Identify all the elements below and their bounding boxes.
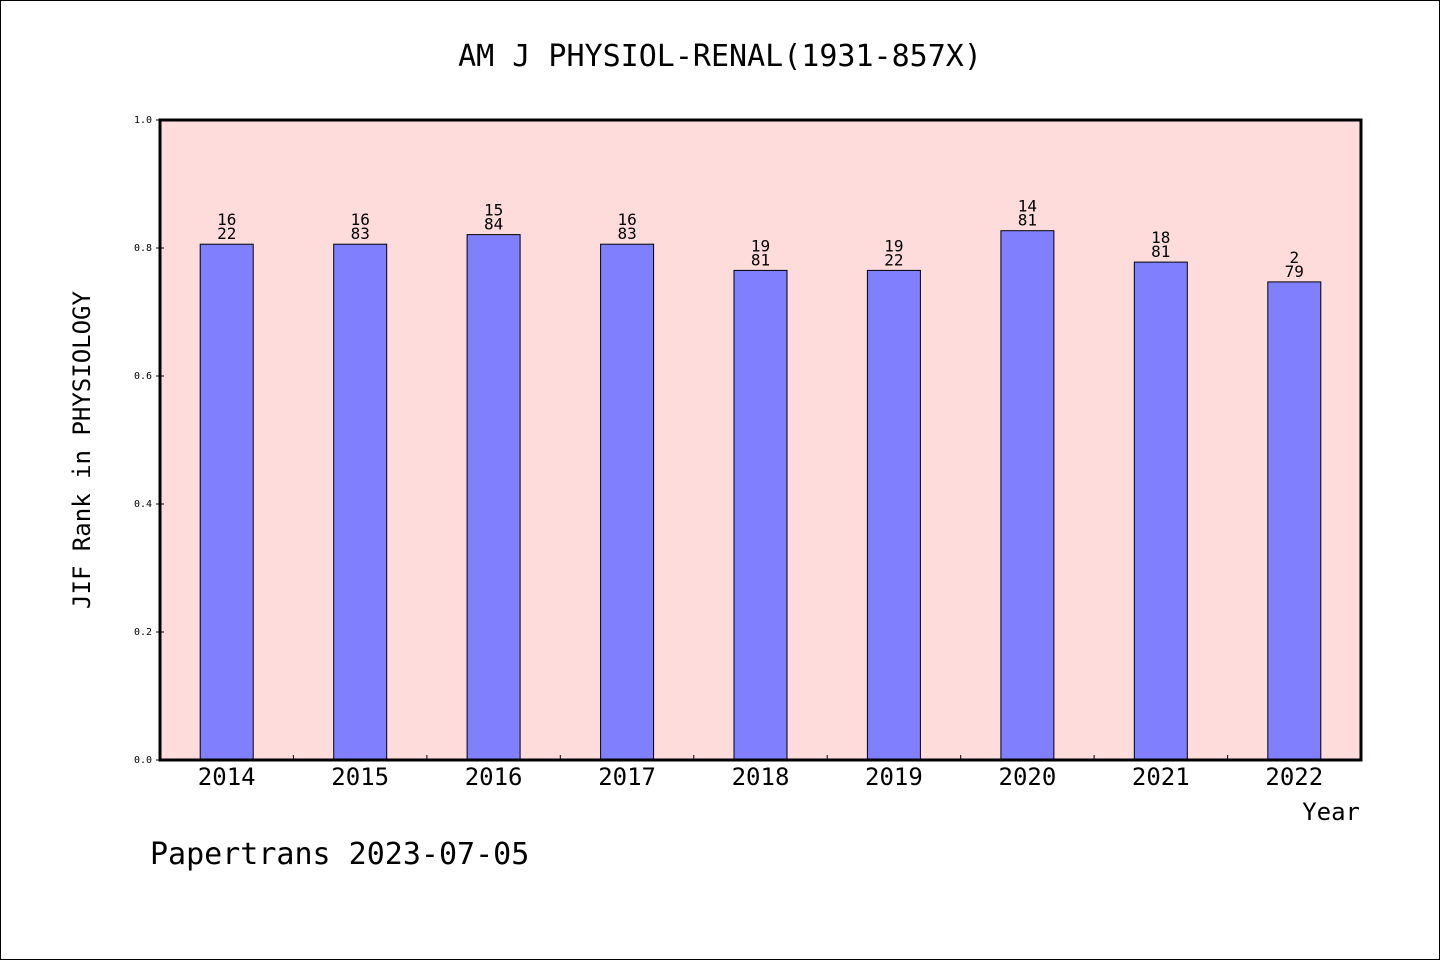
x-tick-label-2014: 2014	[198, 763, 256, 791]
x-tick-label-2017: 2017	[598, 763, 656, 791]
bar-2019	[866, 269, 921, 761]
plot-border	[158, 118, 1363, 762]
chart-title: AM J PHYSIOL-RENAL(1931-857X)	[458, 39, 982, 74]
bar-2020	[1000, 230, 1055, 761]
x-tick-label-2022: 2022	[1265, 763, 1323, 791]
bar-2015	[333, 243, 388, 761]
footer-text: Papertrans 2023-07-05	[150, 837, 529, 872]
y-axis-label: JIF Rank in PHYSIOLOGY	[68, 291, 96, 609]
bar-label-total-2022: 79	[1285, 262, 1304, 281]
x-tick-label-2015: 2015	[331, 763, 389, 791]
bar-label-rank-2018: 19	[751, 236, 770, 255]
bar-label-rank-2017: 16	[617, 210, 636, 229]
bar-label-rank-2022: 2	[1289, 248, 1299, 267]
y-tick-label-0.8: 0.8	[134, 243, 152, 254]
y-tick-label-0.0: 0.0	[134, 755, 152, 766]
bar-2016	[466, 234, 521, 761]
bar-label-rank-2021: 18	[1151, 228, 1170, 247]
bar-label-total-2017: 83	[617, 224, 636, 243]
x-tick-label-2021: 2021	[1132, 763, 1190, 791]
bar-2017	[600, 243, 655, 761]
bar-2014	[199, 243, 254, 761]
bar-2021	[1133, 261, 1188, 761]
bar-label-total-2014: 22	[217, 224, 236, 243]
bar-label-total-2021: 81	[1151, 242, 1170, 261]
bar-label-rank-2016: 15	[484, 201, 503, 220]
bar-label-rank-2020: 14	[1018, 197, 1037, 216]
bar-label-rank-2014: 16	[217, 210, 236, 229]
bar-label-rank-2015: 16	[351, 210, 370, 229]
bar-label-total-2015: 83	[351, 224, 370, 243]
y-tick-label-1.0: 1.0	[134, 115, 152, 126]
x-tick-label-2020: 2020	[999, 763, 1057, 791]
bar-label-total-2019: 22	[884, 250, 903, 269]
bar-label-rank-2019: 19	[884, 236, 903, 255]
bar-2018	[733, 269, 788, 761]
y-tick-label-0.6: 0.6	[134, 371, 152, 382]
bar-label-total-2016: 84	[484, 215, 503, 234]
bar-2022	[1267, 281, 1322, 761]
bar-label-total-2018: 81	[751, 250, 770, 269]
y-tick-label-0.2: 0.2	[134, 627, 152, 638]
x-axis: 2014 2015 2016 2017 2018 2019 2020 2021 2022	[198, 755, 1323, 791]
x-tick-label-2016: 2016	[465, 763, 523, 791]
x-tick-label-2018: 2018	[732, 763, 790, 791]
y-tick-label-0.4: 0.4	[134, 499, 152, 510]
bars-layer	[199, 230, 1322, 761]
bar-label-total-2020: 81	[1018, 211, 1037, 230]
x-tick-label-2019: 2019	[865, 763, 923, 791]
x-axis-label: Year	[1302, 798, 1360, 826]
